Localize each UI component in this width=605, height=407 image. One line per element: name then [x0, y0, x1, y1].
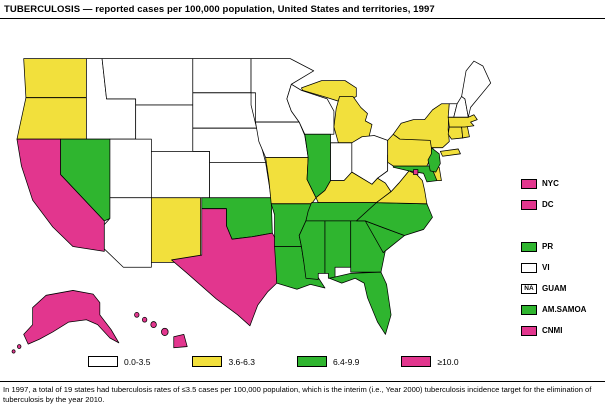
legend-item: 3.6-6.3 [192, 356, 255, 367]
legend-swatch [192, 356, 223, 367]
legend-item: 6.4-9.9 [296, 356, 360, 367]
state-kansas [209, 161, 272, 199]
top-rule [0, 18, 605, 19]
legend-label: 3.6-6.3 [228, 356, 255, 367]
us-map [11, 58, 492, 354]
territory-label: AM.SAMOA [542, 305, 587, 314]
state-iowa [255, 121, 309, 158]
legend-swatch [296, 356, 327, 367]
state-new-york [392, 103, 450, 149]
state-new-mexico [150, 197, 202, 263]
state-texas [171, 208, 278, 327]
territory-legend-item: CNMI [521, 325, 586, 336]
state-michigan [333, 96, 373, 144]
state-district-of-columbia [413, 169, 419, 175]
state-connecticut [447, 126, 464, 140]
legend-label: 0.0-3.5 [124, 356, 151, 367]
legend-label: 6.4-9.9 [332, 356, 360, 367]
state-florida [329, 271, 392, 335]
state-nevada [60, 138, 111, 222]
territory-label: NYC [542, 179, 559, 188]
territory-legend-item: VI [521, 262, 586, 273]
territory-legend-item: DC [521, 199, 586, 210]
state-new-york-long-island [439, 148, 461, 157]
territory-legend-item: AM.SAMOA [521, 304, 586, 315]
territory-swatch: NA [521, 283, 537, 294]
legend-label: ≥10.0 [437, 356, 459, 367]
territory-label: GUAM [542, 284, 567, 293]
legend-swatch [401, 356, 432, 367]
range-legend: 0.0-3.5 3.6-6.3 6.4-9.9 ≥10.0 [88, 356, 459, 367]
state-arizona [103, 197, 152, 268]
legend-swatch [88, 356, 118, 367]
state-rhode-island [461, 125, 470, 139]
state-new-jersey [427, 147, 441, 173]
state-alabama [324, 220, 352, 279]
state-massachusetts [447, 114, 478, 128]
legend-item: ≥10.0 [401, 356, 459, 367]
territory-label: DC [542, 200, 554, 209]
figure-title: TUBERCULOSIS — reported cases per 100,00… [4, 4, 435, 15]
territory-swatch [521, 304, 537, 315]
state-north-carolina [355, 202, 433, 236]
territory-label: CNMI [542, 326, 563, 335]
state-oregon [16, 97, 87, 140]
state-south-dakota [192, 92, 258, 129]
territory-legend: NYC DC PR VI NA GUAM AM.SAMOA CNMI [521, 178, 586, 346]
legend-item: 0.0-3.5 [88, 356, 150, 367]
territory-legend-item: NYC [521, 178, 586, 189]
state-hawaii [134, 312, 188, 349]
figure-footnote: In 1997, a total of 19 states had tuberc… [3, 385, 592, 404]
territory-swatch [521, 241, 537, 252]
territory-swatch [521, 325, 537, 336]
territory-legend-item: PR [521, 241, 586, 252]
territory-label: PR [542, 242, 554, 251]
state-utah [109, 138, 152, 199]
state-montana [101, 58, 194, 106]
territory-swatch [521, 199, 537, 210]
state-washington [23, 58, 87, 99]
state-colorado [150, 150, 210, 199]
state-indiana [330, 142, 353, 182]
territory-legend-item: NA GUAM [521, 283, 586, 294]
territory-swatch [521, 262, 537, 273]
state-north-dakota [192, 58, 252, 94]
state-alaska [11, 290, 120, 354]
state-maine [461, 60, 492, 118]
territory-label: VI [542, 263, 550, 272]
territory-swatch [521, 178, 537, 189]
bottom-rule [0, 381, 605, 382]
